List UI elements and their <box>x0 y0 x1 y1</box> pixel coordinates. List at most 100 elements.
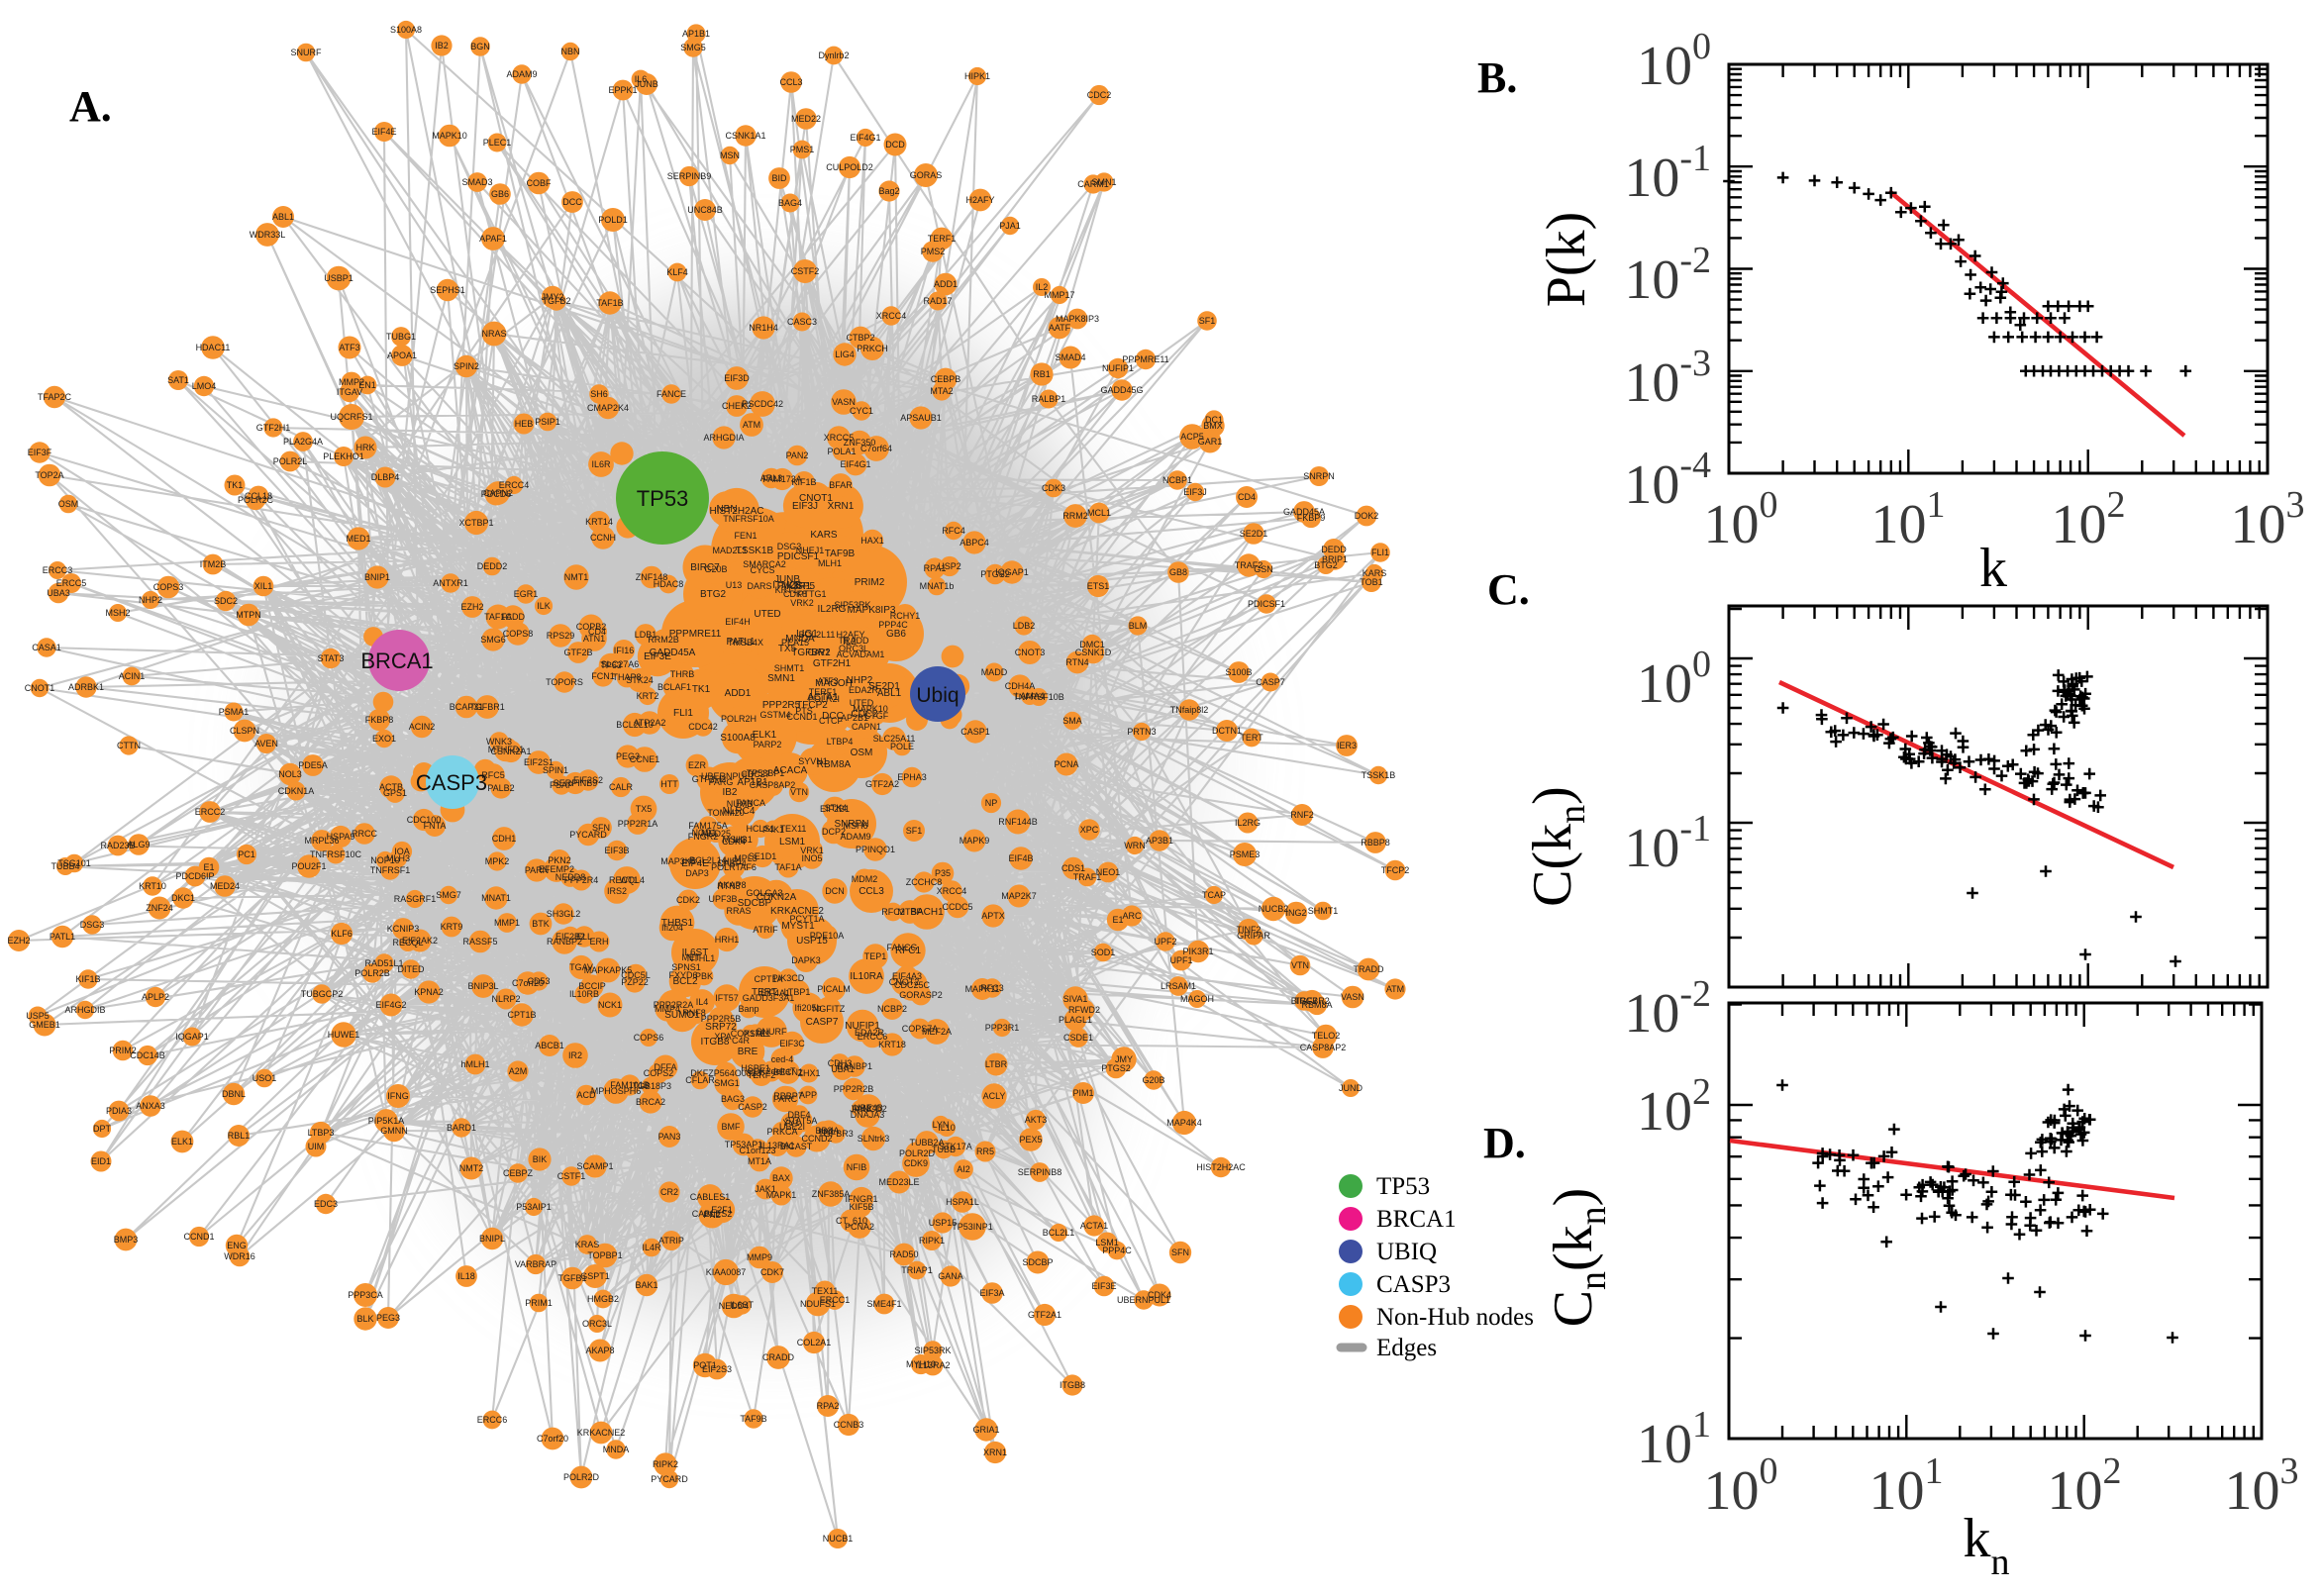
svg-text:PEX5: PEX5 <box>1019 1135 1042 1145</box>
svg-text:SMAD4: SMAD4 <box>1055 352 1085 362</box>
svg-text:TUBB2A: TUBB2A <box>909 1138 944 1147</box>
svg-text:IOA: IOA <box>394 847 410 856</box>
svg-text:EIF4G2: EIF4G2 <box>375 1000 406 1010</box>
svg-text:RNF8: RNF8 <box>682 1008 706 1018</box>
svg-text:P(k): P(k) <box>1536 212 1597 307</box>
svg-text:CD53: CD53 <box>527 976 550 986</box>
svg-text:ATM: ATM <box>1386 984 1404 994</box>
svg-text:ACP5: ACP5 <box>1180 432 1204 442</box>
svg-text:CTBP2: CTBP2 <box>846 333 874 343</box>
svg-text:COBF: COBF <box>526 178 552 188</box>
svg-text:LIG1: LIG1 <box>733 835 753 845</box>
svg-text:ACVADAM1: ACVADAM1 <box>837 649 885 659</box>
svg-text:MSH2: MSH2 <box>105 608 130 618</box>
svg-text:THAP8: THAP8 <box>612 672 641 682</box>
svg-text:ZNF385A: ZNF385A <box>812 1189 851 1199</box>
svg-text:ADAM9: ADAM9 <box>840 832 870 842</box>
svg-text:CDC5L: CDC5L <box>621 970 651 980</box>
svg-text:LTBR: LTBR <box>985 1059 1008 1069</box>
svg-text:PDCD6IP: PDCD6IP <box>175 871 214 881</box>
svg-text:RCHY1: RCHY1 <box>890 611 921 621</box>
svg-text:EZH2: EZH2 <box>7 936 30 946</box>
svg-text:PPPMRE11: PPPMRE11 <box>1122 354 1168 364</box>
svg-text:GB6: GB6 <box>491 189 509 199</box>
svg-text:TP53AP1: TP53AP1 <box>725 1140 763 1149</box>
svg-text:RALBP1: RALBP1 <box>1032 394 1066 404</box>
svg-text:LDB1: LDB1 <box>635 630 657 640</box>
svg-text:UPF1: UPF1 <box>1169 955 1192 965</box>
svg-text:NHEJ1: NHEJ1 <box>796 546 825 555</box>
svg-text:PYCARD: PYCARD <box>651 1474 688 1484</box>
svg-text:DSG3: DSG3 <box>80 920 105 930</box>
svg-text:AP1B1: AP1B1 <box>682 29 710 39</box>
svg-text:TGFBR2: TGFBR2 <box>1294 996 1330 1006</box>
svg-text:C.: C. <box>1487 565 1530 614</box>
svg-text:UTED: UTED <box>754 609 780 620</box>
svg-text:DSG3: DSG3 <box>777 542 802 551</box>
svg-text:TRIAP1: TRIAP1 <box>901 1265 933 1275</box>
svg-text:CDKN1A: CDKN1A <box>278 786 315 796</box>
svg-text:DCN: DCN <box>825 886 845 896</box>
svg-text:E1: E1 <box>203 862 214 872</box>
svg-text:OSM: OSM <box>851 748 873 758</box>
svg-text:JUND: JUND <box>1339 1083 1363 1093</box>
svg-text:HAX1: HAX1 <box>860 536 884 546</box>
svg-text:WRN: WRN <box>1124 841 1146 850</box>
svg-text:GSPT1: GSPT1 <box>580 1271 610 1281</box>
svg-text:IL2RG: IL2RG <box>1235 818 1261 828</box>
svg-text:PDE10A: PDE10A <box>810 931 845 941</box>
svg-text:ZNF148: ZNF148 <box>636 572 668 582</box>
svg-text:KARS: KARS <box>1363 568 1387 578</box>
svg-text:MEF2A: MEF2A <box>922 1027 952 1037</box>
svg-text:TGFB2: TGFB2 <box>542 296 570 306</box>
svg-text:TNFRSF10C: TNFRSF10C <box>310 849 362 859</box>
svg-text:BID: BID <box>771 173 787 183</box>
svg-text:POLR2H: POLR2H <box>721 714 757 724</box>
svg-text:GTF2H1: GTF2H1 <box>813 658 852 669</box>
svg-text:NMT2: NMT2 <box>459 1163 484 1173</box>
svg-text:BTG2: BTG2 <box>700 589 727 600</box>
svg-text:BRE: BRE <box>738 1047 758 1057</box>
svg-text:RECQL4: RECQL4 <box>609 875 645 885</box>
svg-text:MNAT1b: MNAT1b <box>920 581 955 591</box>
svg-text:ATF3: ATF3 <box>817 676 838 686</box>
svg-text:XRCC4: XRCC4 <box>876 311 907 321</box>
svg-text:CMAP2K4: CMAP2K4 <box>587 403 629 413</box>
svg-text:AKAP8: AKAP8 <box>717 880 746 890</box>
svg-text:H2AFY: H2AFY <box>836 630 864 640</box>
svg-text:YY1: YY1 <box>782 1118 799 1128</box>
svg-text:GTF2H1: GTF2H1 <box>256 423 291 433</box>
svg-text:PEG3: PEG3 <box>616 751 640 761</box>
svg-text:CHEK2: CHEK2 <box>722 401 752 411</box>
svg-text:RASGRF1: RASGRF1 <box>394 894 437 904</box>
svg-text:COX17E1: COX17E1 <box>731 1029 771 1039</box>
svg-text:EN1: EN1 <box>358 380 376 390</box>
svg-text:MADD: MADD <box>981 667 1008 677</box>
svg-text:HRH1: HRH1 <box>715 935 740 945</box>
svg-text:ZCCHC8: ZCCHC8 <box>906 877 943 887</box>
svg-text:SIP53RK: SIP53RK <box>914 1346 951 1355</box>
svg-text:NEO1: NEO1 <box>1096 867 1121 877</box>
svg-text:GTF2A2: GTF2A2 <box>865 779 899 789</box>
svg-text:DITED: DITED <box>398 964 426 974</box>
svg-text:MCL1: MCL1 <box>1087 508 1111 518</box>
svg-text:GAR1: GAR1 <box>1198 437 1223 447</box>
svg-text:BIRC7: BIRC7 <box>1291 996 1318 1006</box>
svg-text:SLC27A6: SLC27A6 <box>601 659 640 669</box>
svg-text:CDK9: CDK9 <box>904 1158 928 1168</box>
svg-text:IL10: IL10 <box>938 1123 956 1133</box>
svg-text:WT1: WT1 <box>620 875 639 885</box>
svg-text:APLP2: APLP2 <box>142 992 169 1002</box>
svg-text:ETS1: ETS1 <box>1087 581 1110 591</box>
svg-text:HDAC11: HDAC11 <box>196 343 231 352</box>
svg-text:MT1A: MT1A <box>748 1156 771 1166</box>
svg-text:ATN1: ATN1 <box>583 634 605 644</box>
svg-text:SIVA1: SIVA1 <box>1063 994 1088 1004</box>
svg-text:RPA2: RPA2 <box>817 1401 840 1411</box>
svg-text:RAD51L1: RAD51L1 <box>364 958 403 968</box>
svg-text:APSAUB1: APSAUB1 <box>900 413 942 423</box>
svg-text:ERCC5: ERCC5 <box>56 578 87 588</box>
svg-text:MAGOH: MAGOH <box>1180 994 1214 1004</box>
svg-text:PALB2: PALB2 <box>487 783 514 793</box>
svg-text:RB1: RB1 <box>1033 369 1051 379</box>
